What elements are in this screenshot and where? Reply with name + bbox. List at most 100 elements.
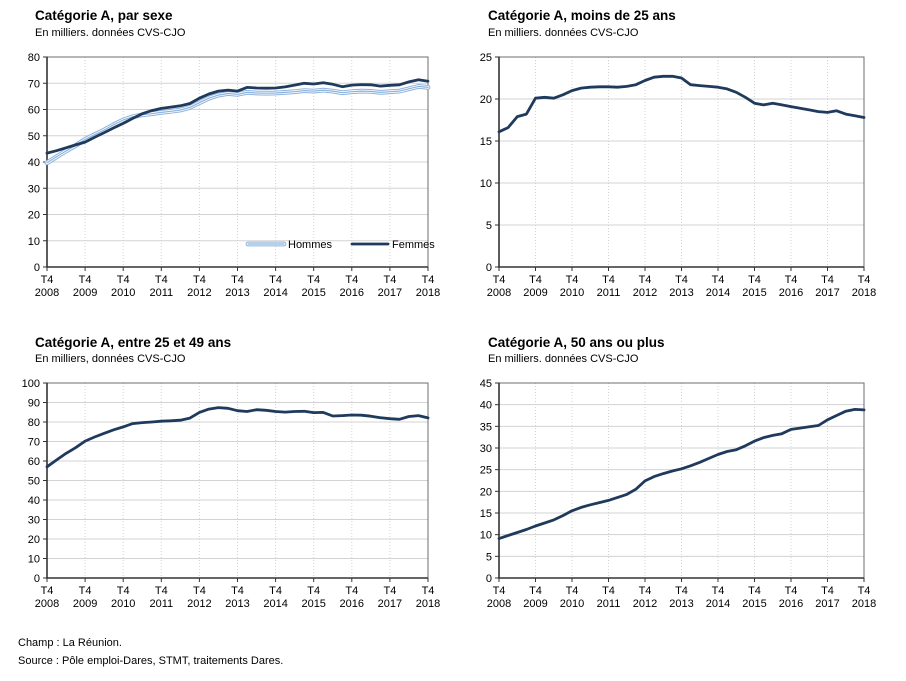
x-tick-label: T4 2013	[669, 585, 693, 610]
y-tick-label: 45	[480, 378, 492, 390]
chart-title: Catégorie A, moins de 25 ans	[488, 8, 676, 23]
x-tick-label: T4 2014	[263, 585, 287, 610]
y-tick-label: 0	[34, 573, 40, 585]
x-tick-label: T4 2017	[378, 585, 402, 610]
x-tick-label: T4 2018	[416, 585, 440, 610]
y-tick-label: 30	[28, 515, 40, 527]
y-tick-label: 70	[28, 437, 40, 449]
x-tick-label: T4 2012	[187, 274, 211, 299]
chart-subtitle: En milliers, données CVS-CJO	[35, 353, 186, 365]
chart-subtitle: En milliers. données CVS-CJO	[35, 27, 186, 39]
x-tick-label: T4 2014	[706, 274, 730, 299]
x-tick-label: T4 2009	[523, 585, 547, 610]
x-tick-label: T4 2008	[487, 274, 511, 299]
chart-cell-par-sexe: Catégorie A, par sexe En milliers. donné…	[0, 0, 453, 330]
legend-label: Femmes	[392, 239, 435, 251]
chart-cell-50-plus: Catégorie A, 50 ans ou plus En milliers.…	[453, 330, 906, 635]
x-tick-label: T4 2013	[225, 274, 249, 299]
y-tick-label: 100	[22, 378, 40, 390]
chart-subtitle: En milliers. données CVS-CJO	[488, 353, 639, 365]
x-tick-label: T4 2016	[340, 585, 364, 610]
y-tick-label: 10	[480, 178, 492, 190]
chart-cell-25-49: Catégorie A, entre 25 et 49 ans En milli…	[0, 330, 453, 635]
footer: Champ : La Réunion. Source : Pôle emploi…	[18, 634, 283, 670]
x-tick-label: T4 2010	[111, 274, 135, 299]
y-tick-label: 90	[28, 398, 40, 410]
y-tick-label: 10	[28, 236, 40, 248]
footer-champ: Champ : La Réunion.	[18, 637, 122, 649]
line-chart-moins-25: 0 5 10 15 20 25 T4 2008 T4 2009 T4 2010 T4 2011 T4 2012…	[480, 52, 876, 299]
x-tick-label: T4 2017	[378, 274, 402, 299]
y-tick-label: 40	[28, 157, 40, 169]
x-tick-label: T4 2014	[263, 274, 287, 299]
x-tick-label: T4 2011	[597, 274, 621, 299]
line-chart-25-49: 0 10 20 30 40 50 60 70 80 90 100 T4 2008 T4 2009 T4 2010…	[22, 378, 441, 610]
y-tick-label: 0	[486, 262, 492, 274]
x-tick-label: T4 2008	[487, 585, 511, 610]
y-tick-label: 10	[480, 530, 492, 542]
y-tick-label: 15	[480, 136, 492, 148]
x-tick-label: T4 2008	[35, 274, 59, 299]
y-tick-label: 10	[28, 554, 40, 566]
x-tick-label: T4 2018	[852, 585, 876, 610]
x-tick-label: T4 2013	[225, 585, 249, 610]
x-tick-label: T4 2008	[35, 585, 59, 610]
y-tick-label: 70	[28, 78, 40, 90]
y-tick-label: 20	[28, 534, 40, 546]
x-tick-label: T4 2011	[149, 274, 173, 299]
y-tick-label: 30	[28, 183, 40, 195]
line-chart-50-plus: 0 5 10 15 20 25 30 35 40 45 T4 2008 T4 2009 T4 2010 T4 20…	[480, 378, 876, 610]
x-tick-label: T4 2016	[779, 585, 803, 610]
x-tick-label: T4 2017	[815, 585, 839, 610]
footer-source: Source : Pôle emploi-Dares, STMT, traite…	[18, 655, 284, 667]
x-tick-label: T4 2015	[742, 585, 766, 610]
x-tick-label: T4 2009	[73, 585, 97, 610]
legend: Hommes Femmes	[245, 239, 435, 251]
x-tick-label: T4 2015	[301, 585, 325, 610]
chart-cell-moins-25: Catégorie A, moins de 25 ans En milliers…	[453, 0, 906, 330]
y-tick-label: 60	[28, 456, 40, 468]
y-tick-label: 0	[34, 262, 40, 274]
x-tick-label: T4 2014	[706, 585, 730, 610]
chart-title: Catégorie A, 50 ans ou plus	[488, 335, 665, 350]
y-tick-label: 50	[28, 131, 40, 143]
x-tick-label: T4 2015	[301, 274, 325, 299]
x-tick-label: T4 2012	[187, 585, 211, 610]
x-tick-label: T4 2015	[742, 274, 766, 299]
y-tick-label: 40	[480, 400, 492, 412]
x-tick-label: T4 2010	[111, 585, 135, 610]
line-chart-par-sexe: 0 10 20 30 40 50 60 70 80 T4 2008 T4 2009 T4 2010 T4 201…	[28, 52, 440, 299]
x-tick-label: T4 2010	[560, 274, 584, 299]
x-tick-label: T4 2018	[852, 274, 876, 299]
y-tick-label: 25	[480, 52, 492, 64]
y-tick-label: 25	[480, 465, 492, 477]
y-tick-label: 20	[480, 94, 492, 106]
y-tick-label: 30	[480, 443, 492, 455]
x-tick-label: T4 2012	[633, 585, 657, 610]
legend-label: Hommes	[288, 239, 333, 251]
x-tick-label: T4 2017	[815, 274, 839, 299]
y-tick-label: 15	[480, 508, 492, 520]
y-tick-label: 5	[486, 551, 492, 563]
y-tick-label: 35	[480, 421, 492, 433]
chart-title: Catégorie A, entre 25 et 49 ans	[35, 335, 232, 350]
x-tick-label: T4 2013	[669, 274, 693, 299]
y-tick-label: 40	[28, 495, 40, 507]
y-tick-label: 20	[28, 210, 40, 222]
x-tick-label: T4 2009	[73, 274, 97, 299]
x-tick-label: T4 2018	[416, 274, 440, 299]
chart-title: Catégorie A, par sexe	[35, 8, 173, 23]
x-tick-label: T4 2012	[633, 274, 657, 299]
x-tick-label: T4 2011	[597, 585, 621, 610]
x-tick-label: T4 2016	[340, 274, 364, 299]
x-tick-label: T4 2011	[149, 585, 173, 610]
x-tick-label: T4 2010	[560, 585, 584, 610]
x-tick-label: T4 2009	[523, 274, 547, 299]
chart-subtitle: En milliers. données CVS-CJO	[488, 27, 639, 39]
y-tick-label: 80	[28, 417, 40, 429]
y-tick-label: 20	[480, 486, 492, 498]
y-tick-label: 0	[486, 573, 492, 585]
y-tick-label: 5	[486, 220, 492, 232]
y-tick-label: 60	[28, 105, 40, 117]
y-tick-label: 50	[28, 476, 40, 488]
